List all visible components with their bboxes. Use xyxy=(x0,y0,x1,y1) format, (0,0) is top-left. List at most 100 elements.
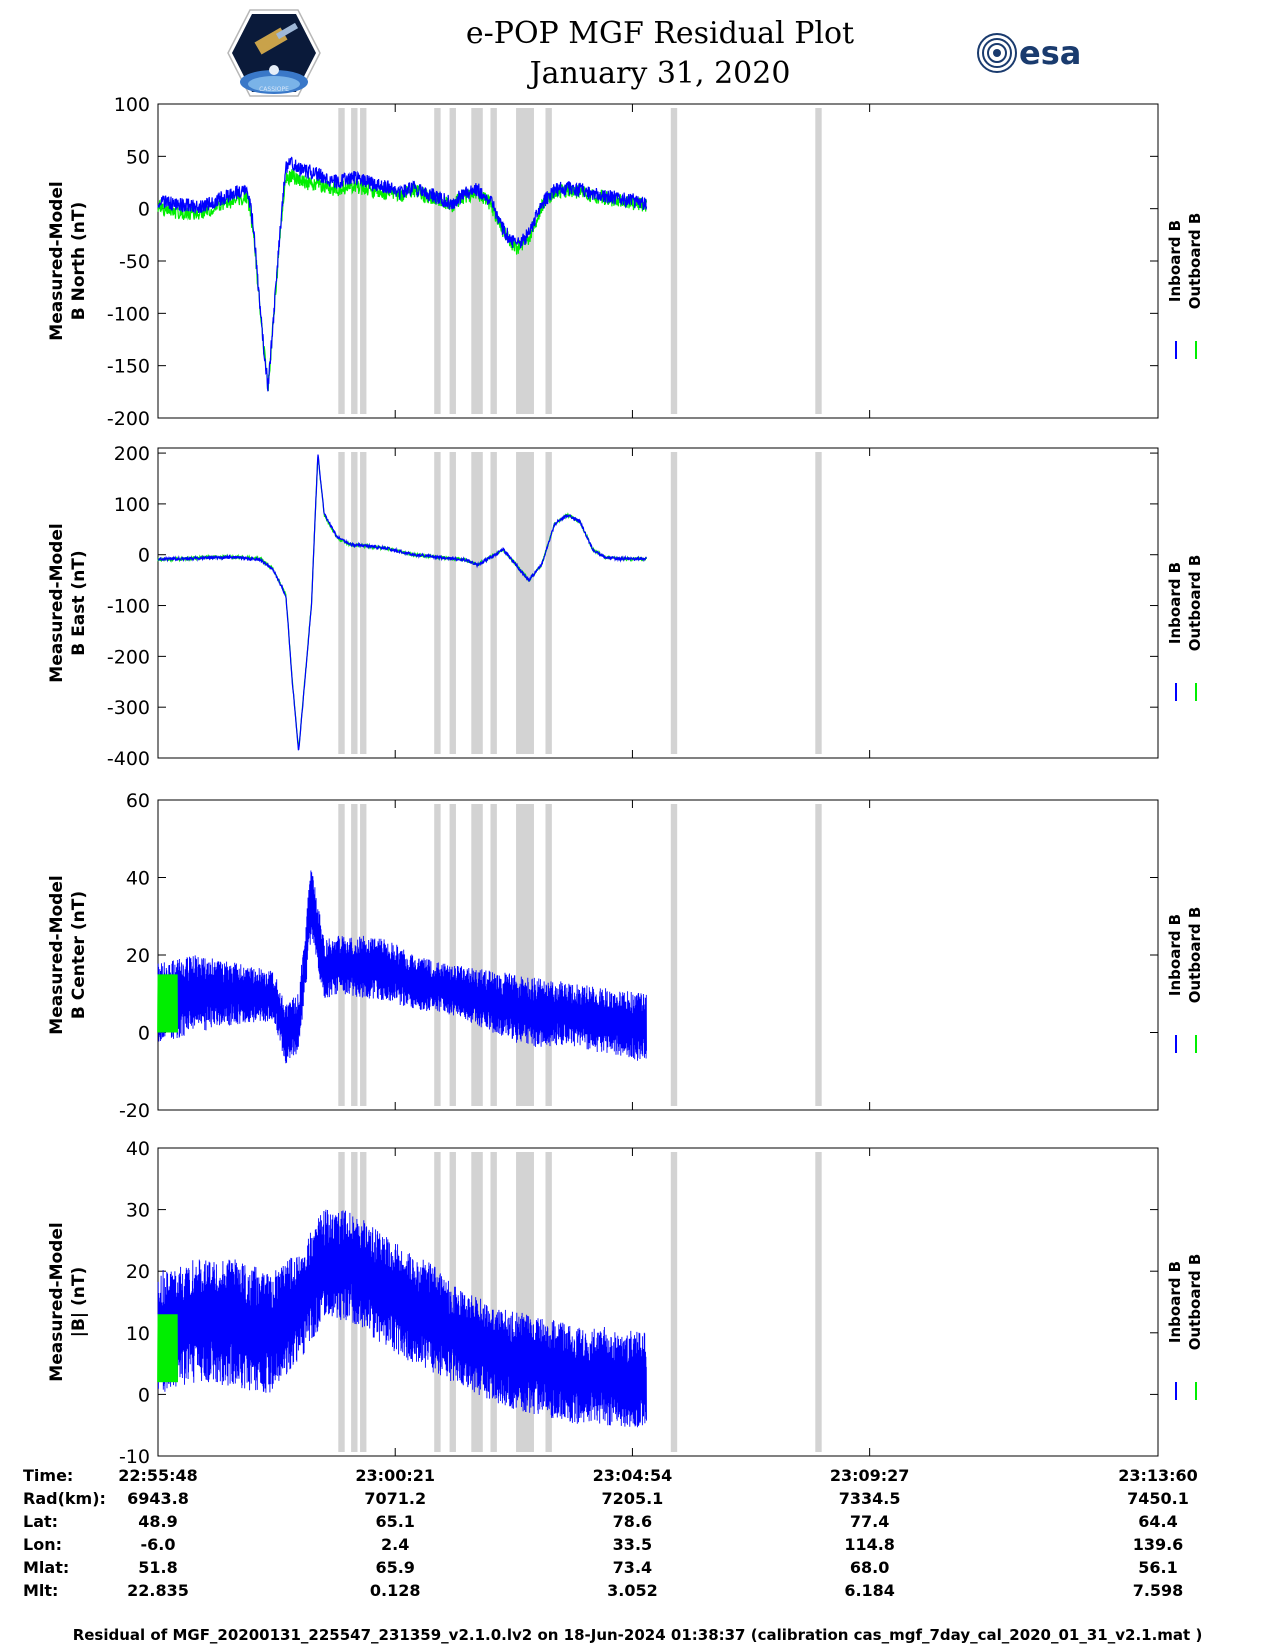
info-row-label: Time: xyxy=(23,1466,74,1485)
y-tick-label: 100 xyxy=(114,94,150,116)
y-tick-label: 0 xyxy=(138,199,150,221)
plot-title: e-POP MGF Residual Plot January 31, 2020 xyxy=(380,14,940,94)
y-tick-label: 200 xyxy=(114,443,150,465)
y-axis-label-line: Measured-Model xyxy=(47,1222,67,1381)
data-gap-band xyxy=(360,108,367,414)
data-gap-band xyxy=(490,108,497,414)
series-outboard-line xyxy=(157,1314,178,1383)
info-cell: 23:09:27 xyxy=(829,1466,910,1485)
series-inboard-line xyxy=(157,454,647,751)
legend-entry: Outboard B xyxy=(1186,213,1204,310)
y-tick-label: 0 xyxy=(138,1023,150,1045)
data-gap-band xyxy=(670,108,678,414)
data-gap-band xyxy=(471,108,483,414)
info-row-label: Rad(km): xyxy=(23,1489,106,1508)
y-axis-label: Measured-Model |B| (nT) xyxy=(47,1222,89,1381)
info-row: Time: 22:55:48 23:00:21 23:04:54 23:09:27 23:… xyxy=(0,1466,1275,1490)
data-gap-band xyxy=(490,1152,497,1452)
info-cell: 6.184 xyxy=(844,1581,895,1600)
info-row-label: Mlt: xyxy=(23,1581,59,1600)
legend-entry: Inboard B xyxy=(1166,1261,1184,1343)
plot-title-date: January 31, 2020 xyxy=(529,56,791,91)
data-gap-band xyxy=(815,804,822,1106)
plot-panel: 60 40 20 0 -20 Measured-Model B Center (nT) Inb… xyxy=(47,790,1204,1122)
data-gap-band xyxy=(471,804,483,1106)
info-cell: 77.4 xyxy=(849,1512,890,1531)
data-gap-band xyxy=(338,452,345,754)
y-tick-label: -400 xyxy=(107,748,150,770)
plot-panel: 100 50 0 -50 -100 -150 -200 Measured-Model B Nor… xyxy=(47,94,1204,430)
y-axis-label: Measured-Model B Center (nT) xyxy=(47,875,89,1034)
y-tick-label: -100 xyxy=(107,303,150,325)
y-tick-label: -200 xyxy=(107,646,150,668)
info-cell: 139.6 xyxy=(1132,1535,1184,1554)
data-gap-band xyxy=(434,804,441,1106)
esa-logo-text: esa xyxy=(1019,34,1081,72)
info-row: Lat: 48.9 65.1 78.6 77.4 64.4 xyxy=(0,1512,1275,1536)
y-axis-label-line: Measured-Model xyxy=(47,523,67,682)
info-cell: 22.835 xyxy=(127,1581,189,1600)
info-cell: 3.052 xyxy=(607,1581,658,1600)
info-cell: 2.4 xyxy=(381,1535,410,1554)
series-outboard-line xyxy=(157,169,648,392)
y-axis-label-line: B Center (nT) xyxy=(69,891,89,1019)
y-tick-label: 0 xyxy=(138,545,150,567)
info-row-label: Mlat: xyxy=(23,1558,70,1577)
legend-entry: Outboard B xyxy=(1186,907,1204,1004)
info-cell: 7450.1 xyxy=(1127,1489,1189,1508)
data-gap-band xyxy=(471,1152,483,1452)
info-cell: 68.0 xyxy=(849,1558,890,1577)
y-tick-label: 20 xyxy=(126,1261,150,1283)
data-gap-band xyxy=(670,804,678,1106)
info-cell: 23:00:21 xyxy=(355,1466,435,1485)
info-cell: 78.6 xyxy=(612,1512,653,1531)
info-cell: -6.0 xyxy=(140,1535,176,1554)
y-tick-label: 0 xyxy=(138,1384,150,1406)
footer-caption: Residual of MGF_20200131_225547_231359_v… xyxy=(72,1626,1203,1644)
info-cell: 73.4 xyxy=(612,1558,653,1577)
info-cell: 33.5 xyxy=(612,1535,653,1554)
y-tick-label: 30 xyxy=(126,1200,150,1222)
info-row-label: Lon: xyxy=(23,1535,62,1554)
cassiope-logo-text: CASSIOPE xyxy=(259,86,289,93)
y-tick-label: 40 xyxy=(126,868,150,890)
y-tick-label: -10 xyxy=(119,1446,150,1466)
info-row: Lon: -6.0 2.4 33.5 114.8 139.6 xyxy=(0,1535,1275,1559)
data-gap-band xyxy=(545,1152,552,1452)
legend-labels: Inboard B Outboard B xyxy=(1166,1254,1204,1351)
info-cell: 7334.5 xyxy=(838,1489,901,1508)
info-cell: 23:04:54 xyxy=(592,1466,673,1485)
y-tick-label: 10 xyxy=(126,1323,150,1345)
plot-title-line1: e-POP MGF Residual Plot xyxy=(465,16,855,51)
data-gap-band xyxy=(338,108,345,414)
legend-entry: Outboard B xyxy=(1186,1254,1204,1351)
legend-entry: Inboard B xyxy=(1166,220,1184,302)
y-tick-label: 60 xyxy=(126,790,150,812)
y-tick-label: -300 xyxy=(107,697,150,719)
plot-frame xyxy=(157,103,1159,419)
info-cell: 0.128 xyxy=(369,1581,421,1600)
y-axis-label-line: |B| (nT) xyxy=(69,1267,89,1338)
data-gap-band xyxy=(351,452,358,754)
series-outboard-line xyxy=(157,974,178,1033)
plot-frame xyxy=(157,447,1159,759)
series-inboard-line xyxy=(157,156,648,392)
legend-labels: Inboard B Outboard B xyxy=(1166,555,1204,652)
data-gap-band xyxy=(670,1152,678,1452)
data-gap-band xyxy=(815,108,822,414)
data-gap-band xyxy=(490,804,497,1106)
y-tick-label: -100 xyxy=(107,596,150,618)
data-gap-band xyxy=(490,452,497,754)
orbit-info-table: Time: 22:55:48 23:00:21 23:04:54 23:09:27 23:… xyxy=(0,1466,1275,1626)
info-cell: 23:13:60 xyxy=(1118,1466,1198,1485)
plot-frame xyxy=(157,799,1159,1111)
data-gap-band xyxy=(471,452,483,754)
info-cell: 65.9 xyxy=(375,1558,415,1577)
legend-entry: Inboard B xyxy=(1166,562,1184,644)
cassiope-logo: CASSIOPE xyxy=(227,9,321,97)
data-gap-band xyxy=(360,452,367,754)
plot-panel: 40 30 20 10 0 -10 Measured-Model |B| (nT) Inboar… xyxy=(47,1138,1204,1466)
y-axis-label: Measured-Model B North (nT) xyxy=(47,181,89,340)
y-tick-label: -200 xyxy=(107,408,150,430)
info-cell: 114.8 xyxy=(844,1535,895,1554)
